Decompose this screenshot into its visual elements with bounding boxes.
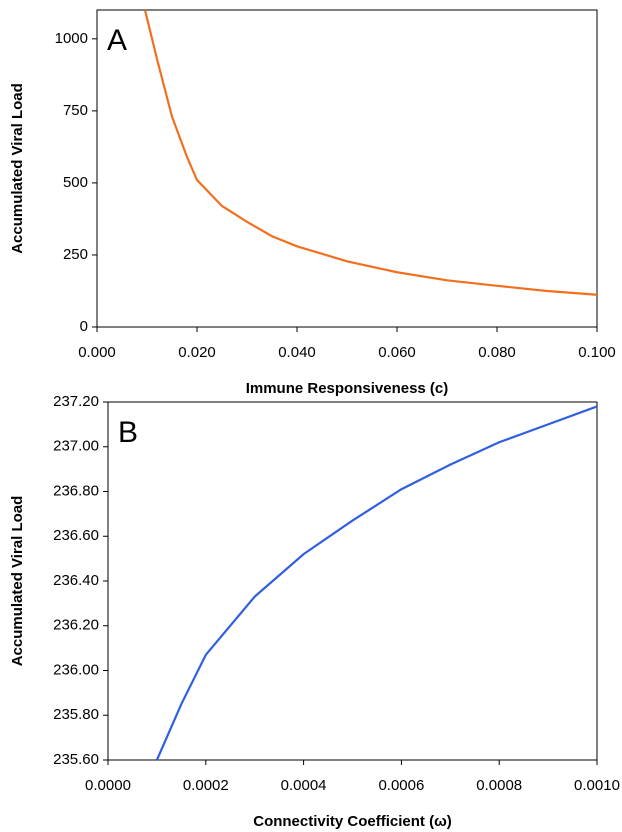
x-tick-label: 0.0002	[183, 777, 229, 794]
y-tick-label: 235.80	[53, 706, 99, 723]
y-tick-label: 250	[63, 246, 88, 263]
x-tick-label: 0.080	[478, 344, 516, 361]
panel-label: A	[107, 24, 127, 57]
y-tick-label: 235.60	[53, 751, 99, 768]
x-tick-label: 0.0006	[378, 777, 424, 794]
x-tick-label: 0.0010	[574, 777, 620, 794]
panel-label: B	[118, 416, 138, 449]
x-tick-label: 0.0004	[281, 777, 327, 794]
x-tick-label: 0.020	[178, 344, 216, 361]
x-tick-label: 0.000	[78, 344, 116, 361]
x-tick-label: 0.040	[278, 344, 316, 361]
x-tick-label: 0.0000	[85, 777, 131, 794]
y-axis-title: Accumulated Viral Load	[9, 496, 26, 667]
y-tick-label: 237.20	[53, 393, 99, 410]
y-tick-label: 500	[63, 174, 88, 191]
series-line	[155, 405, 598, 761]
series-line	[143, 9, 598, 296]
y-tick-label: 236.60	[53, 527, 99, 544]
y-tick-label: 236.20	[53, 617, 99, 634]
x-axis-title: Immune Responsiveness (c)	[246, 380, 449, 397]
y-tick-label: 237.00	[53, 438, 99, 455]
x-tick-label: 0.0008	[476, 777, 522, 794]
x-tick-label: 0.100	[578, 344, 616, 361]
x-axis-title: Connectivity Coefficient (ω)	[253, 813, 452, 830]
y-tick-label: 1000	[55, 30, 88, 47]
plot-frame	[96, 9, 598, 328]
x-tick-label: 0.060	[378, 344, 416, 361]
y-tick-label: 0	[80, 318, 88, 335]
y-tick-label: 236.80	[53, 482, 99, 499]
y-axis-title: Accumulated Viral Load	[9, 83, 26, 254]
y-tick-label: 236.00	[53, 661, 99, 678]
y-tick-label: 236.40	[53, 572, 99, 589]
y-tick-label: 750	[63, 102, 88, 119]
